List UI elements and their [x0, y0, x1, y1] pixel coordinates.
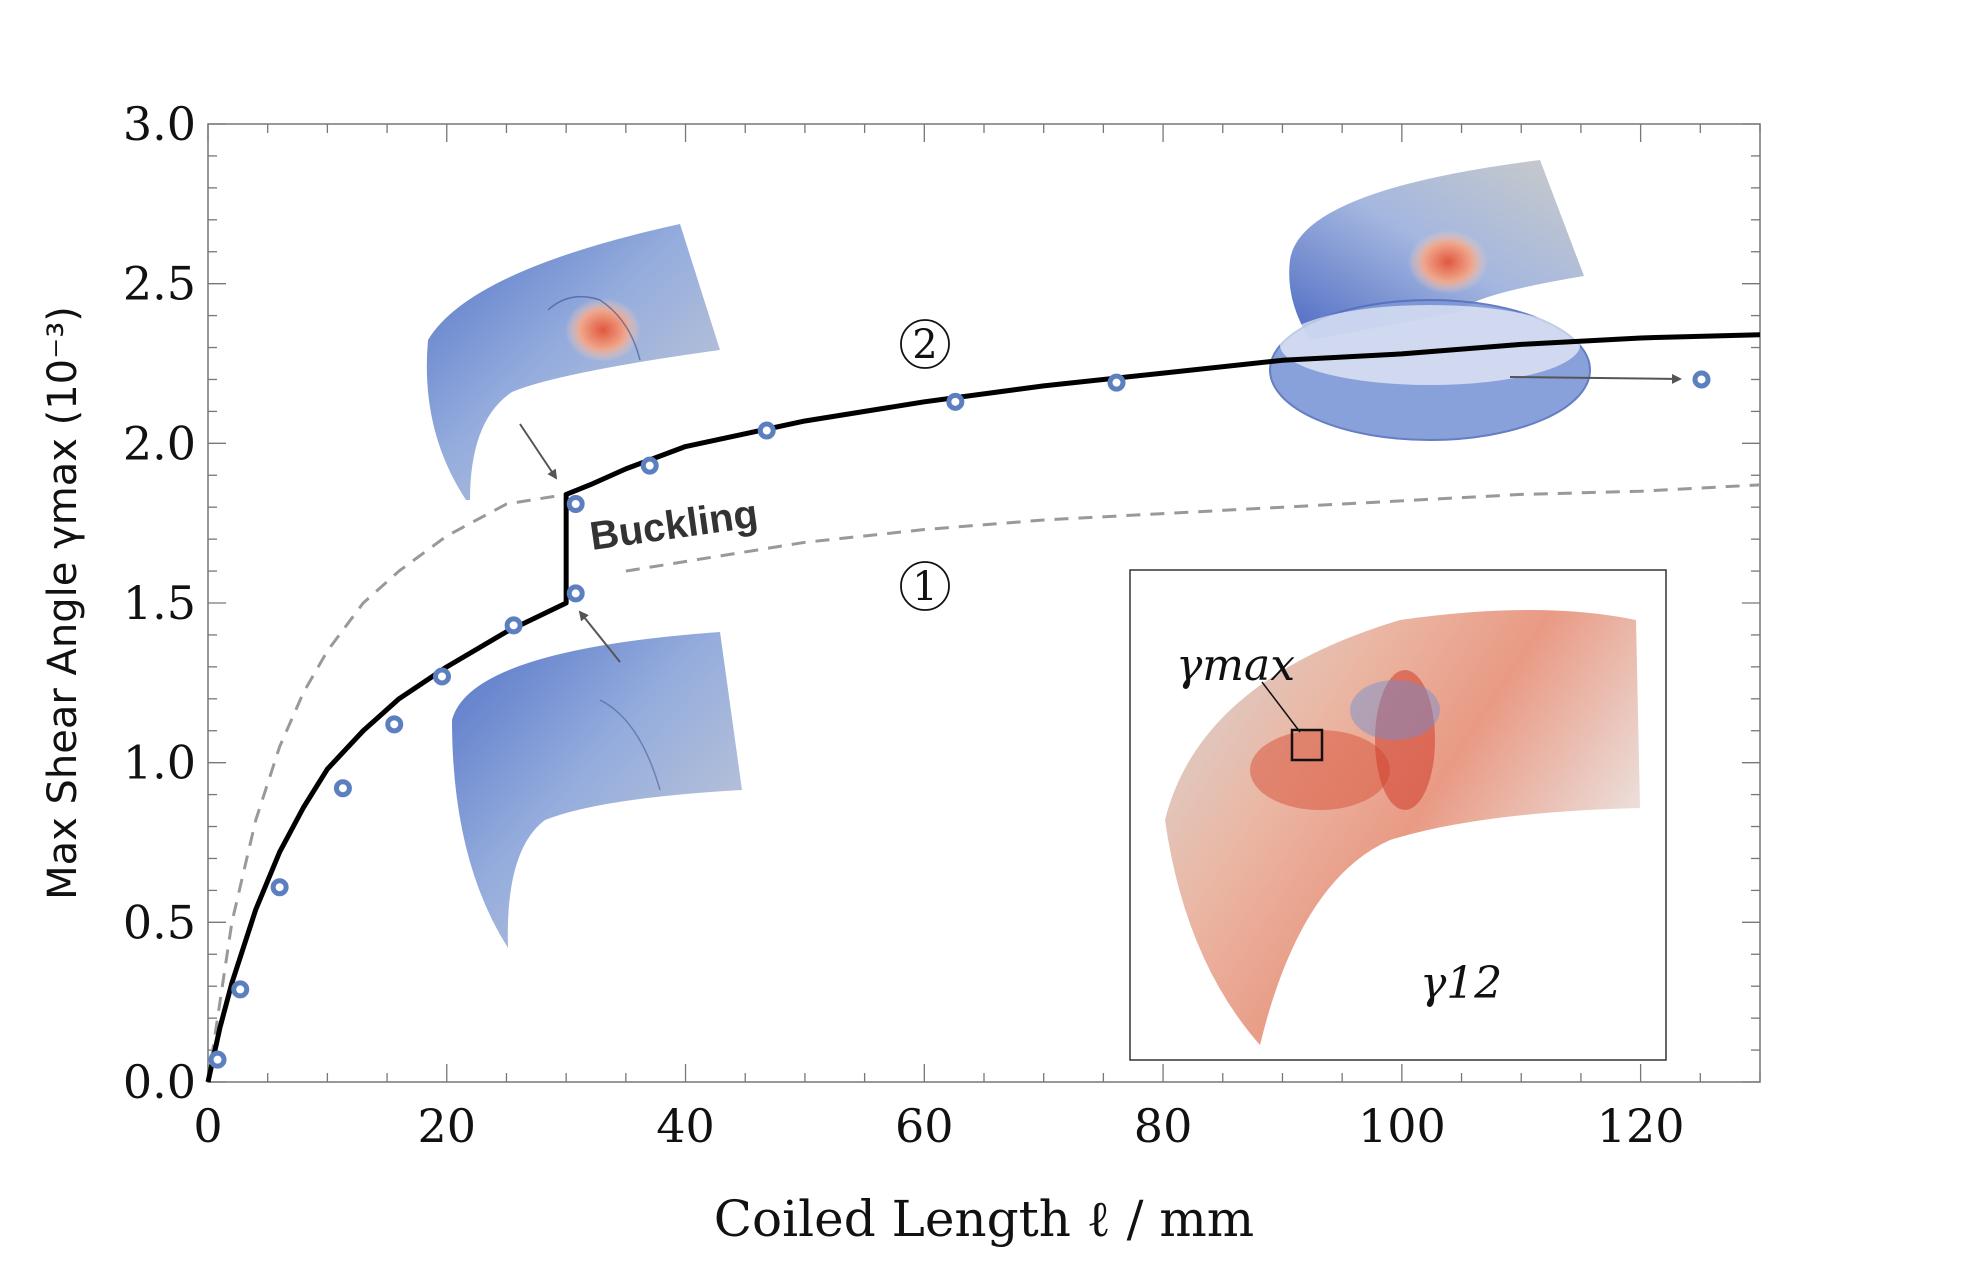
data-point	[946, 392, 965, 411]
data-point	[566, 584, 585, 603]
arrow-lower-shell	[578, 610, 621, 663]
x-tick-label: 0	[193, 1099, 222, 1153]
arrow-upper-shell	[519, 423, 558, 480]
data-point	[231, 980, 250, 999]
y-tick-label: 2.5	[123, 257, 196, 311]
y-axis-title: Max Shear Angle γmax (10⁻³)	[40, 306, 86, 900]
x-tick-label: 40	[656, 1099, 715, 1153]
data-point	[208, 1050, 227, 1069]
solid-curve	[205, 332, 1761, 1083]
x-tick-labels: 0 20 40 60 80 100 120	[193, 1099, 1684, 1153]
y-tick-label: 2.0	[123, 416, 196, 470]
y-tick-label: 0.5	[123, 895, 196, 949]
y-tick-label: 0.0	[123, 1055, 196, 1109]
y-tick-label: 1.5	[123, 576, 196, 630]
data-point	[432, 667, 451, 686]
data-point	[385, 715, 404, 734]
data-point	[1692, 370, 1711, 389]
x-tick-label: 80	[1134, 1099, 1193, 1153]
x-tick-label: 20	[417, 1099, 476, 1153]
svg-text:2: 2	[912, 322, 937, 368]
inset-panel: γmax γ12	[1129, 569, 1667, 1061]
shell-render-upper-right	[1269, 160, 1591, 441]
shell-render-lower-left	[452, 632, 742, 948]
branch-2-label: 2	[900, 319, 950, 369]
inset-gamma-max-label: γmax	[1176, 640, 1295, 691]
y-tick-labels: 0.0 0.5 1.0 1.5 2.0 2.5 3.0	[123, 97, 196, 1109]
buckling-label: Buckling	[587, 492, 760, 559]
branch-1-label: 1	[900, 561, 950, 611]
data-point	[757, 421, 776, 440]
gamma-max-box	[1290, 728, 1324, 762]
y-tick-label: 1.0	[123, 736, 196, 790]
data-point	[1107, 373, 1126, 392]
x-tick-label: 120	[1597, 1099, 1685, 1153]
data-point	[270, 878, 289, 897]
arrow-right-shell	[1509, 373, 1682, 384]
y-tick-label: 3.0	[123, 97, 196, 151]
x-tick-label: 60	[895, 1099, 954, 1153]
dashed-curve-lower	[625, 483, 1761, 573]
axis-ticks	[207, 123, 1761, 1083]
data-point	[333, 779, 352, 798]
svg-text:1: 1	[912, 564, 937, 610]
x-tick-label: 100	[1358, 1099, 1446, 1153]
data-point	[504, 616, 523, 635]
inset-gamma-12-label: γ12	[1420, 958, 1502, 1009]
shell-render-upper-left	[426, 224, 720, 500]
series-layer	[205, 332, 1761, 1083]
data-point	[566, 495, 585, 514]
x-axis-title: Coiled Length ℓ / mm	[714, 1190, 1254, 1248]
data-point	[640, 456, 659, 475]
